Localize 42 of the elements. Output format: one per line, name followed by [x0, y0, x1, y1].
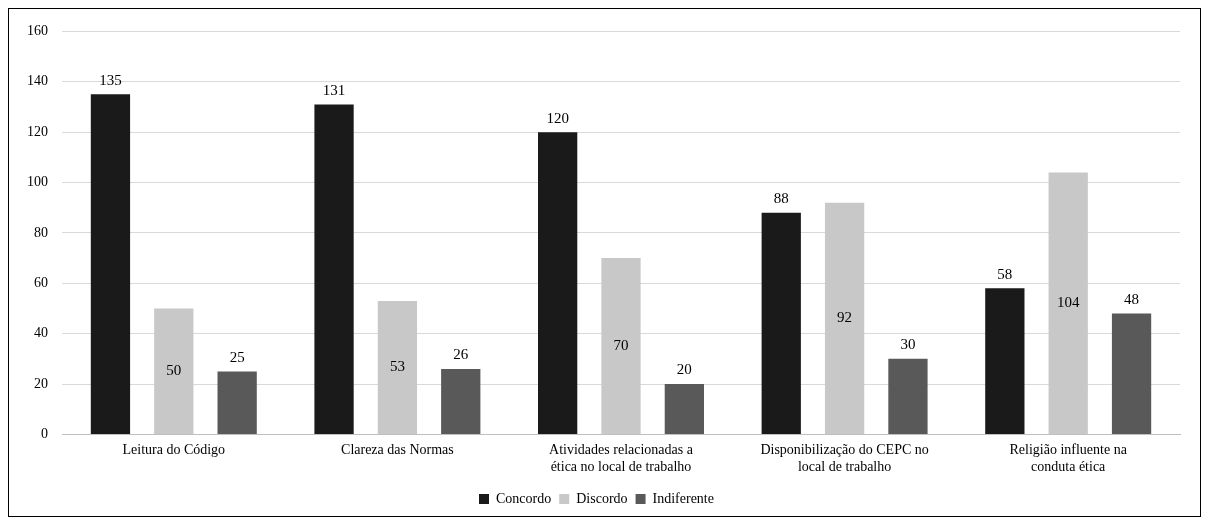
bar — [761, 212, 801, 434]
data-label: 131 — [322, 81, 346, 98]
bar — [664, 384, 704, 434]
data-label: 120 — [546, 109, 569, 126]
data-label: 50 — [166, 362, 182, 379]
x-tick-label: Atividades relacionadas a ética no local de trabalho — [549, 442, 694, 475]
data-label: 30 — [900, 336, 916, 353]
data-label: 20 — [676, 361, 692, 378]
bar — [314, 104, 354, 434]
x-tick-label: Disponibilização do CEPC no local de trabalho — [760, 442, 929, 475]
legend-label: Discordo — [576, 490, 628, 506]
bar — [538, 132, 578, 434]
data-label: 26 — [453, 346, 469, 363]
data-label: 53 — [389, 358, 405, 375]
bar — [90, 94, 131, 434]
x-tick-label: Clareza das Normas — [341, 442, 454, 458]
y-tick-label: 160 — [27, 23, 48, 39]
data-label: 25 — [229, 348, 245, 365]
bar — [441, 368, 481, 434]
legend-label: Concordo — [496, 490, 552, 506]
y-tick-label: 40 — [34, 325, 48, 341]
bar — [985, 288, 1025, 434]
y-tick-label: 120 — [27, 123, 48, 139]
bar — [1111, 313, 1152, 434]
legend-label: Indiferente — [652, 490, 714, 506]
data-label: 92 — [837, 309, 853, 326]
data-label: 58 — [997, 265, 1013, 282]
y-tick-label: 140 — [27, 73, 48, 89]
x-tick-label: Leitura do Código — [122, 442, 226, 458]
y-tick-label: 20 — [34, 375, 48, 391]
data-label: 104 — [1056, 294, 1080, 311]
bar — [888, 358, 928, 434]
data-label: 88 — [773, 190, 789, 207]
data-label: 70 — [613, 336, 629, 353]
data-label: 48 — [1124, 290, 1140, 307]
bar — [217, 371, 257, 434]
y-tick-label: 60 — [34, 274, 48, 290]
y-tick-label: 80 — [34, 224, 48, 240]
y-tick-label: 0 — [41, 426, 48, 442]
y-tick-label: 100 — [27, 174, 48, 190]
data-label: 135 — [99, 71, 122, 88]
x-tick-label: Religião influente na conduta ética — [1009, 442, 1128, 475]
